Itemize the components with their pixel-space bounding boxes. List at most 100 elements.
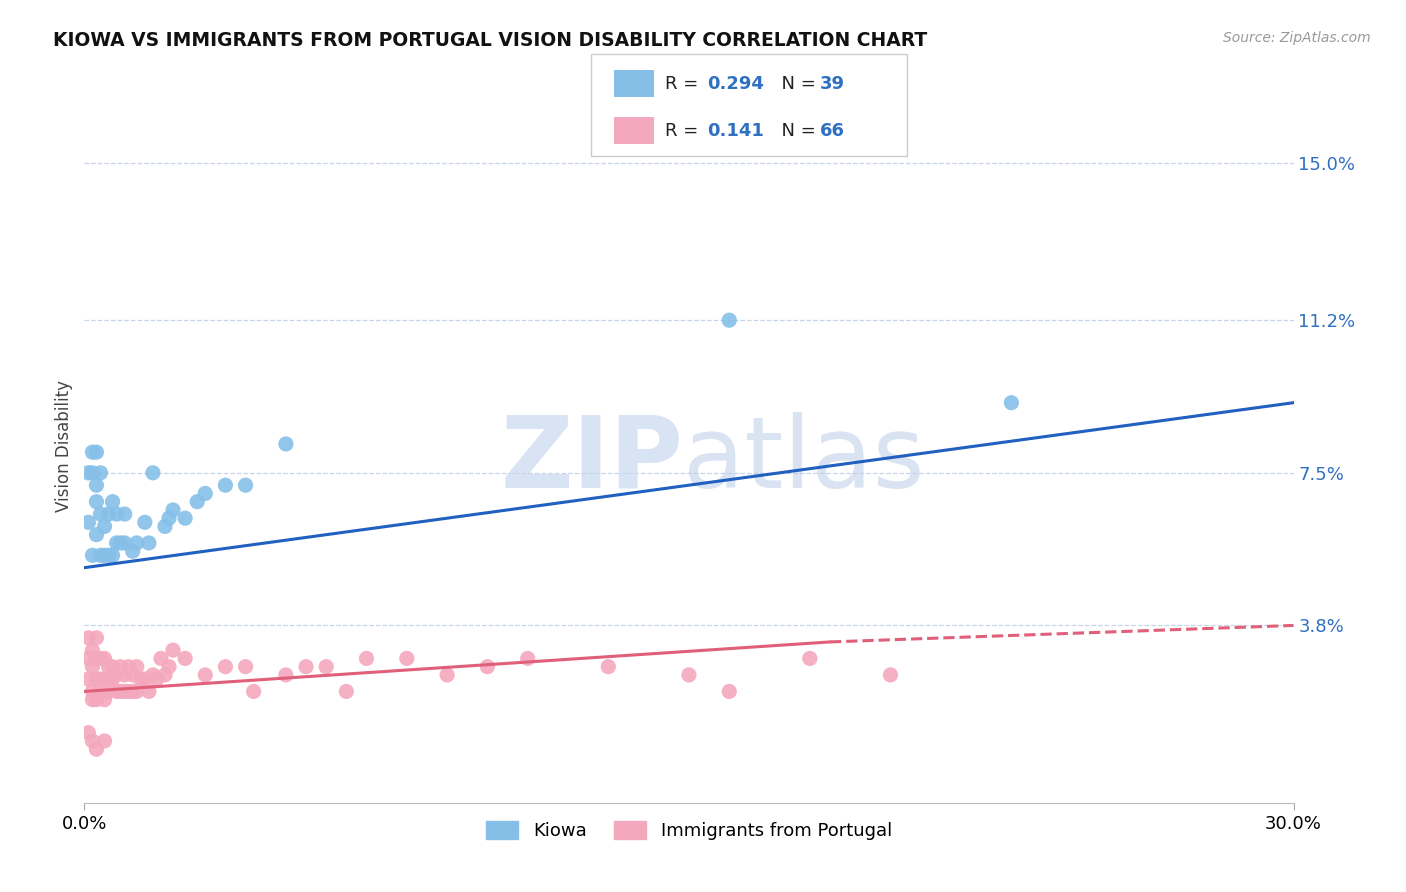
Point [86, 494, 108, 508]
Text: N =: N = [770, 75, 823, 93]
Point [274, 437, 297, 451]
Point [121, 684, 143, 698]
Point [97, 507, 120, 521]
Point [82, 659, 104, 673]
Point [799, 651, 821, 665]
Point [97, 684, 120, 698]
Point [1000, 395, 1022, 409]
Point [97, 549, 120, 563]
Point [598, 659, 620, 673]
Point [86, 478, 108, 492]
Point [157, 659, 180, 673]
Point [174, 651, 197, 665]
Point [129, 672, 152, 686]
Point [274, 668, 297, 682]
Point [242, 684, 264, 698]
Point [114, 684, 136, 698]
Point [105, 668, 128, 682]
Text: 39: 39 [820, 75, 845, 93]
Point [77, 466, 100, 480]
Point [82, 692, 104, 706]
Point [121, 544, 143, 558]
Point [77, 651, 100, 665]
Point [101, 672, 124, 686]
Point [125, 684, 148, 698]
Point [86, 651, 108, 665]
Point [86, 445, 108, 459]
Point [153, 519, 176, 533]
Point [101, 659, 124, 673]
Point [138, 684, 160, 698]
Point [162, 503, 184, 517]
Point [114, 536, 136, 550]
Point [89, 672, 111, 686]
Point [93, 672, 115, 686]
Point [718, 313, 741, 327]
Point [86, 692, 108, 706]
Point [114, 507, 136, 521]
Point [235, 659, 257, 673]
Point [82, 445, 104, 459]
Point [110, 659, 132, 673]
Point [86, 631, 108, 645]
Point [101, 549, 124, 563]
Text: R =: R = [665, 75, 704, 93]
Point [142, 668, 165, 682]
Point [101, 494, 124, 508]
Point [86, 527, 108, 541]
Point [118, 659, 141, 673]
Point [82, 734, 104, 748]
Legend: Kiowa, Immigrants from Portugal: Kiowa, Immigrants from Portugal [478, 814, 900, 847]
Point [153, 668, 176, 682]
Point [142, 466, 165, 480]
Point [110, 684, 132, 698]
Point [146, 672, 169, 686]
Point [93, 692, 115, 706]
Point [186, 494, 208, 508]
Point [89, 549, 111, 563]
Point [118, 684, 141, 698]
Point [86, 742, 108, 756]
Point [82, 549, 104, 563]
Point [93, 651, 115, 665]
Point [194, 668, 217, 682]
Text: R =: R = [665, 121, 704, 139]
Point [82, 684, 104, 698]
Y-axis label: Vision Disability: Vision Disability [55, 380, 73, 512]
Point [97, 659, 120, 673]
Point [174, 511, 197, 525]
Point [134, 516, 156, 530]
Text: 0.294: 0.294 [707, 75, 763, 93]
Point [395, 651, 418, 665]
Point [105, 536, 128, 550]
Point [356, 651, 378, 665]
Point [77, 725, 100, 739]
Point [89, 651, 111, 665]
Point [134, 672, 156, 686]
Point [214, 659, 236, 673]
Point [678, 668, 700, 682]
Point [879, 668, 901, 682]
Point [77, 631, 100, 645]
Point [105, 507, 128, 521]
Point [93, 549, 115, 563]
Point [82, 643, 104, 657]
Point [138, 536, 160, 550]
Text: ZIP: ZIP [501, 412, 683, 508]
Point [157, 511, 180, 525]
Point [82, 466, 104, 480]
Point [194, 486, 217, 500]
Point [93, 519, 115, 533]
Point [516, 651, 538, 665]
Point [86, 672, 108, 686]
Point [315, 659, 337, 673]
Point [335, 684, 357, 698]
Point [162, 643, 184, 657]
Point [214, 478, 236, 492]
Point [77, 516, 100, 530]
Point [295, 659, 318, 673]
Point [114, 668, 136, 682]
Point [235, 478, 257, 492]
Point [89, 684, 111, 698]
Point [105, 684, 128, 698]
